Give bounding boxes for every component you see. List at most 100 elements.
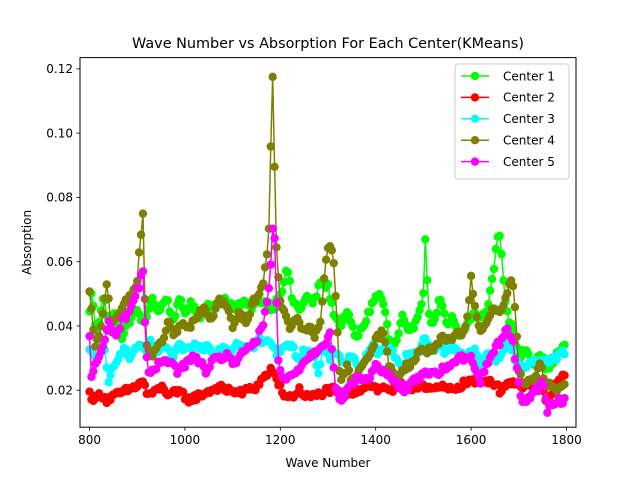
data-point: [274, 356, 283, 365]
y-tick-label: 0.06: [46, 255, 73, 269]
data-point: [381, 307, 390, 317]
data-point: [98, 342, 108, 351]
data-point: [209, 311, 218, 321]
data-point: [489, 264, 499, 274]
data-point: [266, 142, 275, 151]
x-tick-label: 1600: [456, 433, 487, 447]
data-point: [148, 293, 157, 303]
x-axis: 800 1000 1200 1400 1600 1800: [78, 427, 582, 447]
y-axis: 0.02 0.04 0.06 0.08 0.10 0.12: [46, 62, 80, 398]
data-point: [316, 360, 325, 369]
data-point: [266, 260, 275, 269]
data-point: [134, 284, 144, 293]
data-point: [508, 346, 518, 355]
data-point: [533, 387, 543, 396]
legend-marker: [470, 136, 480, 145]
legend-label: Center 3: [503, 112, 555, 126]
data-point: [485, 286, 495, 295]
data-point: [354, 331, 363, 340]
data-point: [560, 380, 569, 389]
data-point: [329, 363, 338, 372]
x-tick-label: 1000: [170, 433, 201, 447]
data-point: [276, 365, 285, 375]
data-point: [394, 329, 403, 338]
data-point: [485, 311, 495, 320]
data-point: [289, 342, 298, 352]
legend-label: Center 1: [503, 69, 555, 83]
data-point: [531, 371, 541, 381]
series-layer: [85, 72, 569, 417]
data-point: [480, 367, 489, 377]
data-point: [310, 333, 319, 342]
data-point: [85, 387, 94, 396]
data-point: [270, 162, 279, 172]
data-point: [543, 408, 552, 417]
data-point: [524, 349, 533, 359]
data-point: [136, 230, 146, 239]
plot-area-frame: [79, 57, 577, 428]
data-point: [142, 352, 151, 362]
data-point: [104, 294, 113, 303]
legend-marker: [470, 114, 480, 124]
data-point: [512, 363, 522, 373]
data-point: [140, 294, 150, 304]
legend-frame: [454, 63, 570, 180]
data-point: [508, 336, 518, 346]
data-point: [102, 280, 111, 289]
data-point: [85, 332, 94, 341]
data-point: [134, 248, 144, 257]
y-tick-label: 0.10: [46, 126, 73, 140]
data-point: [560, 350, 569, 359]
data-point: [180, 363, 190, 372]
x-tick-label: 800: [78, 433, 101, 447]
series-5-markers: [85, 224, 569, 417]
data-point: [264, 284, 274, 293]
data-point: [560, 394, 569, 403]
data-point: [337, 321, 346, 331]
data-point: [423, 276, 432, 285]
data-point: [268, 72, 277, 82]
y-tick-label: 0.02: [46, 384, 73, 398]
data-point: [115, 324, 125, 333]
data-point: [497, 249, 506, 259]
data-point: [258, 279, 268, 288]
data-point: [466, 351, 476, 361]
data-point: [365, 373, 375, 383]
x-axis-label: Wave Number: [286, 456, 371, 470]
legend-label: Center 2: [503, 91, 555, 105]
data-point: [258, 321, 268, 330]
data-point: [327, 246, 337, 255]
data-point: [361, 317, 371, 326]
data-point: [138, 209, 148, 218]
legend-item: Center 5: [461, 155, 555, 169]
y-tick-label: 0.12: [46, 62, 73, 76]
data-point: [419, 288, 428, 298]
data-point: [539, 381, 548, 391]
data-point: [152, 364, 161, 374]
data-point: [487, 274, 497, 284]
data-point: [468, 289, 478, 299]
data-point: [348, 322, 357, 331]
data-point: [272, 298, 281, 307]
data-point: [417, 299, 426, 309]
data-point: [276, 380, 285, 390]
data-point: [262, 250, 272, 259]
legend-marker: [470, 71, 480, 81]
x-tick-label: 1200: [265, 433, 296, 447]
x-tick-label: 1400: [360, 433, 391, 447]
data-point: [270, 234, 279, 243]
y-tick-label: 0.08: [46, 191, 73, 205]
y-axis-label: Absorption: [20, 210, 34, 275]
data-point: [503, 289, 512, 298]
data-point: [106, 370, 115, 380]
data-point: [140, 318, 150, 327]
data-point: [495, 231, 504, 241]
data-point: [186, 323, 195, 333]
data-point: [331, 291, 340, 301]
data-point: [138, 267, 148, 276]
data-point: [325, 328, 335, 337]
data-point: [514, 378, 523, 387]
data-point: [379, 299, 388, 309]
data-point: [461, 322, 470, 331]
